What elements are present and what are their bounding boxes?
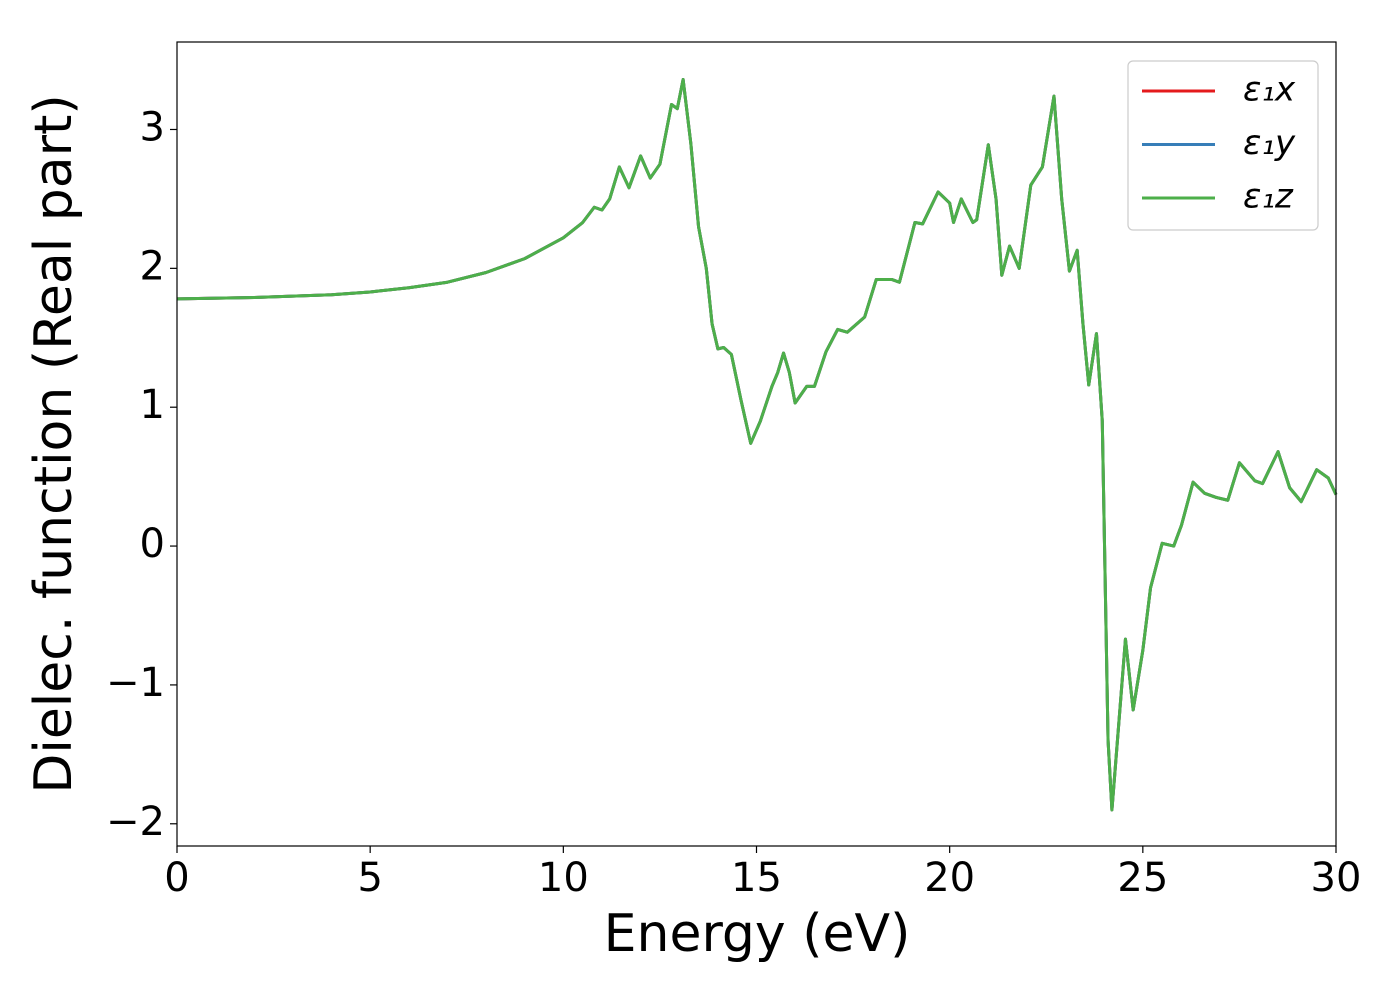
x-tick-label: 5: [357, 855, 382, 901]
x-tick-label: 15: [731, 855, 782, 901]
y-axis-label: Dielec. function (Real part): [24, 94, 84, 793]
y-tick-label: −2: [106, 799, 165, 845]
legend-label: ε₁x: [1243, 70, 1296, 110]
y-tick-label: 1: [140, 382, 165, 428]
y-tick-label: 2: [140, 243, 165, 289]
x-tick-label: 25: [1117, 855, 1168, 901]
y-tick-label: 0: [140, 521, 165, 567]
legend: ε₁x ε₁y ε₁z: [1127, 60, 1319, 231]
plot-frame: [176, 41, 1337, 847]
x-tick-label: 0: [164, 855, 189, 901]
legend-label: ε₁z: [1243, 177, 1294, 217]
x-axis-label: Energy (eV): [604, 904, 911, 964]
x-tick-label: 10: [538, 855, 589, 901]
y-tick-label: −1: [106, 660, 165, 706]
legend-box: [1127, 60, 1319, 231]
y-tick-label: 3: [140, 104, 165, 150]
series-line: [176, 77, 1338, 812]
legend-label: ε₁y: [1243, 123, 1296, 163]
x-tick-label: 30: [1311, 855, 1362, 901]
x-tick-label: 20: [924, 855, 975, 901]
